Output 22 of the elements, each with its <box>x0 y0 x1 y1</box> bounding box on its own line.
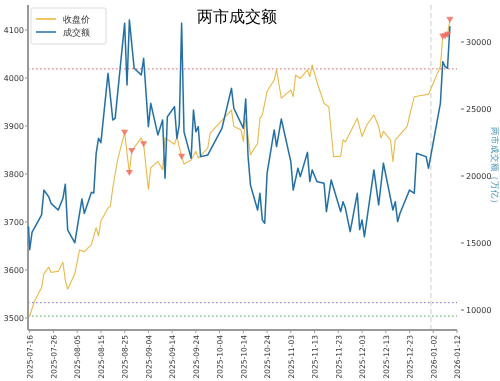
point <box>140 141 148 148</box>
y2-tick-label: 25000 <box>466 104 492 114</box>
point <box>444 32 452 38</box>
point <box>446 16 454 23</box>
y-tick-label: 3600 <box>4 266 24 275</box>
y-tick-label: 4000 <box>4 74 24 83</box>
point <box>121 130 128 136</box>
chart-title: 两市成交额 <box>197 7 277 26</box>
y-tick-label: 3500 <box>4 314 24 323</box>
y2-tick-label: 20000 <box>466 172 492 181</box>
legend-label: 成交额 <box>63 28 90 38</box>
y-tick-label: 3700 <box>4 218 24 227</box>
point <box>128 148 136 154</box>
point <box>178 154 186 160</box>
point <box>126 170 133 176</box>
y-tick-label: 3900 <box>4 122 24 131</box>
y2-tick-label: 10000 <box>466 306 492 315</box>
y-tick-label: 4100 <box>4 26 24 35</box>
y2-tick-label: 30000 <box>466 38 492 47</box>
y2-tick-label: 15000 <box>466 238 492 248</box>
y-tick-label: 3800 <box>4 170 24 179</box>
legend-label: 收盘价 <box>63 14 90 26</box>
